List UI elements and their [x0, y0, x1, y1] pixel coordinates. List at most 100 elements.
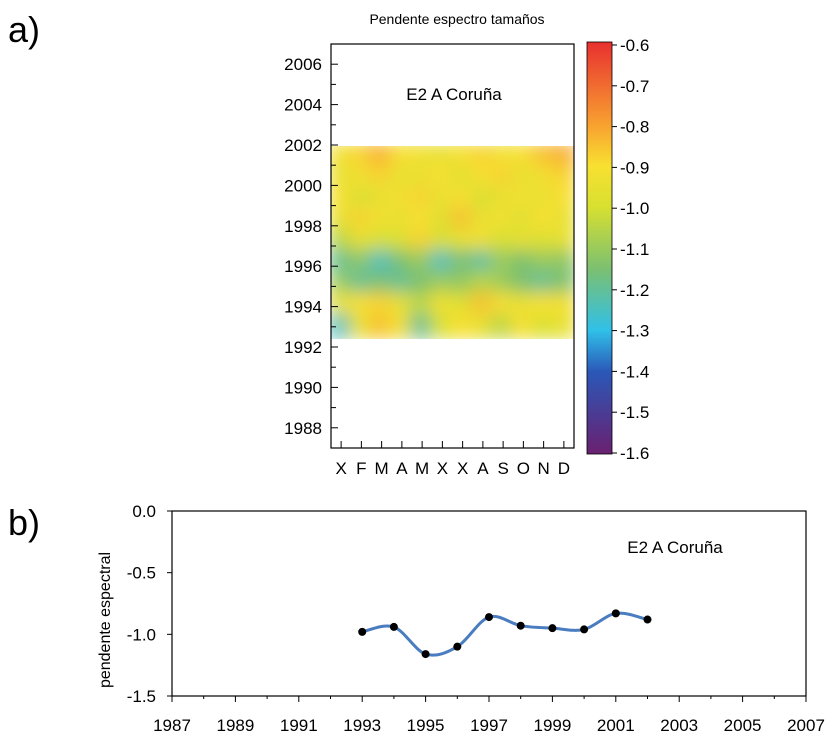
heatmap-y-tick-label: 1992: [284, 338, 322, 357]
heatmap-cell-1993-4: [410, 313, 435, 339]
heatmap-y-tick-label: 2000: [284, 176, 322, 195]
heatmap-x-tick-label: M: [415, 459, 429, 478]
heatmap-cell-1996-8: [491, 249, 516, 275]
heatmap-cell-1993-11: [551, 313, 574, 339]
heatmap-cell-1995-8: [491, 270, 516, 297]
heatmap-cell-1993-2: [369, 313, 394, 339]
heatmap-cell-1995-3: [389, 270, 414, 297]
heatmap-cell-1999-9: [511, 185, 536, 211]
line-x-tick-label: 2001: [597, 716, 635, 735]
heatmap-cell-1995-7: [470, 270, 495, 297]
heatmap-cell-1999-4: [410, 185, 435, 211]
heatmap-cell-1994-1: [349, 292, 374, 318]
heatmap-cell-1998-9: [511, 206, 536, 233]
heatmap-x-tick-label: X: [437, 459, 448, 478]
line-x-axis: 1987 1989 1991 1993 1995 1997 1999 2001 2003 2005…: [153, 696, 825, 735]
line-x-tick-label: 1989: [216, 716, 254, 735]
heatmap-cell-2000-1: [349, 164, 374, 190]
heatmap-cell-1998-10: [531, 206, 556, 233]
heatmap-cell-2001-0: [331, 146, 354, 169]
heatmap-cell-1996-3: [389, 249, 414, 275]
heatmap-cell-1999-0: [331, 185, 354, 211]
colorbar-tick-label: -0.6: [620, 36, 649, 55]
heatmap-cell-1998-11: [551, 206, 574, 233]
heatmap-cell-1997-7: [470, 228, 495, 254]
heatmap-cell-1997-1: [349, 228, 374, 254]
heatmap-cell-2000-2: [369, 164, 394, 190]
heatmap-cell-1997-8: [491, 228, 516, 254]
heatmap-cell-1994-10: [531, 292, 556, 318]
heatmap-annotation: E2 A Coruña: [406, 85, 502, 104]
heatmap-cell-1995-0: [331, 270, 354, 297]
heatmap-cell-1995-9: [511, 270, 536, 297]
heatmap-cell-1999-6: [450, 185, 475, 211]
heatmap-x-tick-label: D: [558, 459, 570, 478]
heatmap-cell-1996-6: [450, 249, 475, 275]
series-point-1994: [389, 622, 398, 631]
colorbar-tick-label: -0.8: [620, 118, 649, 137]
line-y-axis: 0.0 -0.5 -1.0 -1.5: [127, 502, 172, 706]
series-point-1993: [358, 627, 367, 636]
heatmap-cell-1998-4: [410, 206, 435, 233]
line-y-tick-label: -1.5: [127, 687, 156, 706]
series-point-2002: [643, 615, 652, 624]
colorbar-tick-label: -1.1: [620, 240, 649, 259]
heatmap-x-tick-label: M: [375, 459, 389, 478]
heatmap-cell-1999-5: [430, 185, 455, 211]
heatmap-cell-1994-9: [511, 292, 536, 318]
heatmap-cell-1996-9: [511, 249, 536, 275]
heatmap-cell-2000-10: [531, 164, 556, 190]
heatmap-cell-1996-2: [369, 249, 394, 275]
line-x-tick-label: 1995: [407, 716, 445, 735]
heatmap-cell-1993-8: [491, 313, 516, 339]
heatmap-cell-1997-2: [369, 228, 394, 254]
heatmap-y-axis: 1988 1990 1992 1994 1996 1998 2000 2002 2004 2006: [284, 43, 338, 449]
heatmap-x-tick-label: X: [335, 459, 346, 478]
heatmap-cell-1997-4: [410, 228, 435, 254]
series-point-2000: [580, 625, 589, 634]
heatmap-cell-2000-9: [511, 164, 536, 190]
heatmap-y-tick-label: 1990: [284, 378, 322, 397]
colorbar: [586, 41, 613, 455]
heatmap-cell-1994-5: [430, 292, 455, 318]
panel-a-label: a): [8, 9, 40, 50]
heatmap-x-tick-label: S: [497, 459, 508, 478]
heatmap-cell-1997-10: [531, 228, 556, 254]
heatmap-x-tick-label: F: [356, 459, 366, 478]
heatmap-y-tick-label: 2004: [284, 96, 322, 115]
heatmap-cell-1998-3: [389, 206, 414, 233]
series-point-2001: [611, 609, 620, 618]
heatmap-cell-1994-4: [410, 292, 435, 318]
heatmap-cell-1993-7: [470, 313, 495, 339]
heatmap-x-tick-label: N: [537, 459, 549, 478]
series-line: [361, 611, 648, 657]
colorbar-tick-label: -0.7: [620, 77, 649, 96]
heatmap-cell-2000-7: [470, 164, 495, 190]
series-point-1995: [421, 650, 430, 659]
heatmap-cell-1998-5: [430, 206, 455, 233]
line-x-tick-label: 1999: [533, 716, 571, 735]
heatmap-x-tick-label: O: [517, 459, 530, 478]
heatmap-cell-1993-0: [331, 313, 354, 339]
heatmap-cell-1995-5: [430, 270, 455, 297]
heatmap-cell-1997-5: [430, 228, 455, 254]
heatmap-cell-1998-8: [491, 206, 516, 233]
heatmap-cell-1999-10: [531, 185, 556, 211]
colorbar-tick-label: -1.5: [620, 403, 649, 422]
heatmap-cell-2000-6: [450, 164, 475, 190]
line-x-tick-label: 2007: [787, 716, 825, 735]
heatmap-cell-1999-3: [389, 185, 414, 211]
heatmap-cell-1995-2: [369, 270, 394, 297]
heatmap-cell-1997-3: [389, 228, 414, 254]
heatmap-cell-1997-6: [450, 228, 475, 254]
heatmap-cell-1993-10: [531, 313, 556, 339]
heatmap-cell-1995-1: [349, 270, 374, 297]
heatmap-cell-1999-1: [349, 185, 374, 211]
heatmap-cell-1993-9: [511, 313, 536, 339]
heatmap-cell-2000-11: [551, 164, 574, 190]
heatmap-title: Pendente espectro tamaños: [369, 11, 544, 27]
heatmap-cell-2001-2: [369, 146, 394, 169]
line-annotation: E2 A Coruña: [627, 538, 723, 557]
heatmap-cell-1998-2: [369, 206, 394, 233]
